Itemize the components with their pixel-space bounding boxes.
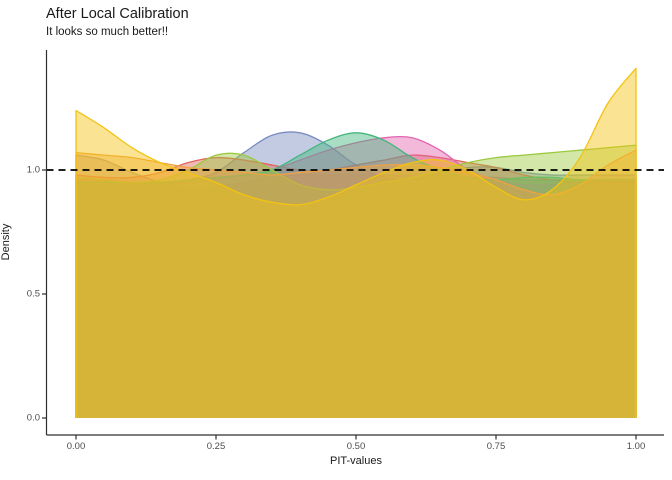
chart-title: After Local Calibration (46, 6, 189, 22)
group-orange-curve (75, 149, 637, 418)
group-yellowgreen-area (76, 145, 636, 418)
x-tick-label: 0.00 (66, 441, 86, 452)
group-salmon-curve (75, 154, 637, 418)
group-orange-area (76, 150, 636, 418)
x-tick-label: 1.00 (626, 441, 646, 452)
group-seagreen-curve (75, 132, 637, 418)
x-tick-label: 0.75 (486, 441, 506, 452)
group-yellow-area (76, 68, 636, 419)
group-salmon-area (76, 155, 636, 418)
y-tick-label: 0.0 (26, 412, 40, 424)
group-gray-area (76, 155, 636, 418)
x-tick-label: 0.25 (206, 441, 226, 452)
group-yellowgreen-curve (75, 144, 637, 418)
y-tick-label: 1.0 (26, 164, 40, 176)
chart-subtitle: It looks so much better!! (46, 26, 169, 38)
group-magenta-area (76, 136, 636, 419)
y-axis-title: Density (0, 223, 12, 261)
group-seagreen-area (76, 132, 636, 419)
group-slateblue-area (76, 131, 636, 418)
group-gray-curve (75, 154, 637, 418)
y-tick-label: 0.5 (26, 288, 40, 300)
group-yellow-curve (75, 67, 637, 418)
x-tick-label: 0.50 (346, 441, 366, 452)
x-axis-title: PIT-values (330, 455, 382, 467)
